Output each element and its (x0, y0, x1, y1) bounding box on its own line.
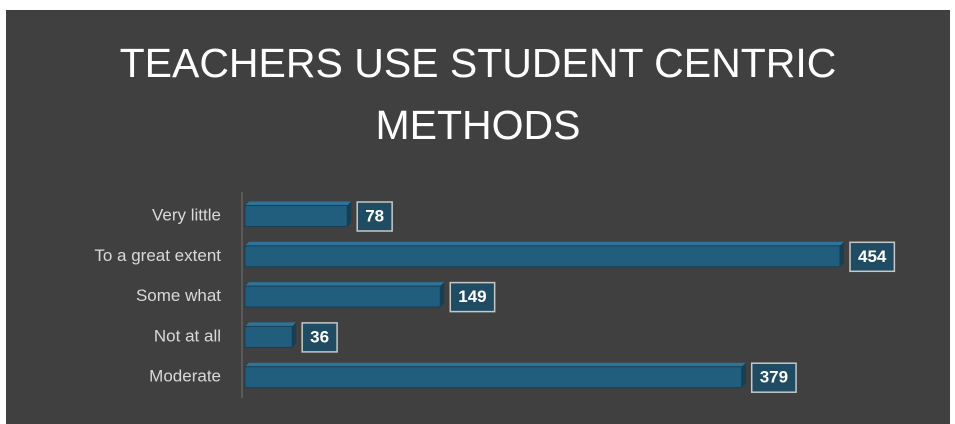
bar-side (347, 201, 352, 227)
bar (244, 285, 441, 308)
category-label: Some what (136, 286, 221, 305)
bar-side (292, 322, 297, 348)
data-label-box (449, 281, 496, 313)
bar-side (741, 362, 746, 388)
bar-side (440, 282, 445, 308)
chart: Very little 78 To a great extent 454 Some wh… (94, 192, 896, 398)
bar-top (245, 241, 844, 246)
category-label: Not at all (154, 326, 221, 345)
category-label: Very little (152, 205, 221, 224)
bar-top (245, 282, 445, 287)
data-label: 454 (858, 247, 887, 266)
bar-side (840, 241, 844, 267)
category-label: To a great extent (94, 246, 221, 265)
data-label-box (356, 201, 393, 232)
bar-top (245, 201, 352, 206)
data-label-box (301, 322, 338, 353)
chart-title: TEACHERS USE STUDENT CENTRIC METHODS (119, 40, 837, 148)
category-label: Moderate (149, 367, 221, 386)
bar (244, 366, 743, 389)
data-label-box (750, 362, 797, 393)
bar-top (245, 362, 746, 367)
bar (244, 205, 348, 227)
bar (244, 245, 841, 268)
chart-area: TEACHERS USE STUDENT CENTRIC METHODS Ver… (6, 10, 950, 424)
bar (244, 325, 293, 348)
data-label: 379 (760, 368, 788, 387)
bar-top (245, 322, 297, 327)
data-label-box (849, 241, 896, 273)
title-box: TEACHERS USE STUDENT CENTRIC METHODS (6, 32, 950, 156)
data-label: 78 (365, 206, 384, 225)
data-label: 149 (458, 287, 486, 306)
data-label: 36 (310, 327, 329, 346)
